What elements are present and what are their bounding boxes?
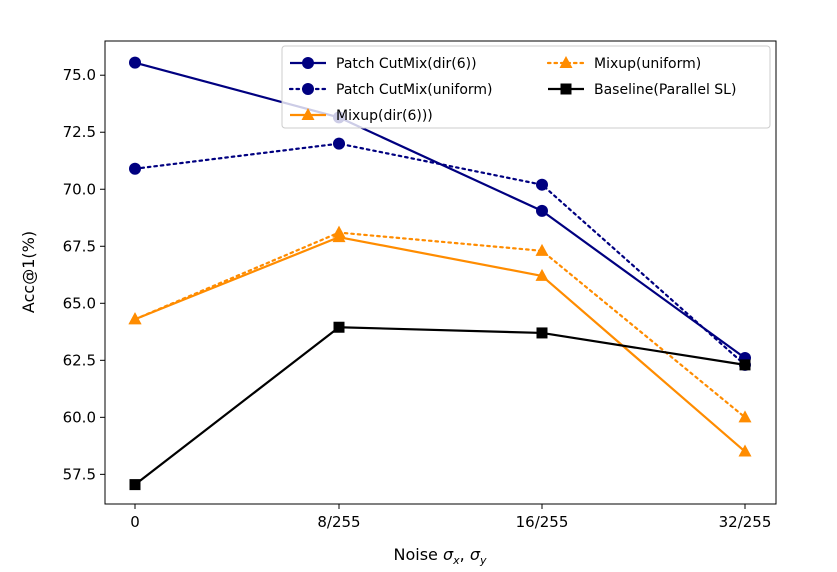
data-point bbox=[536, 204, 548, 217]
y-axis: 57.5 60.0 62.5 65.0 67.5 70.0 72.5 75.0 bbox=[63, 66, 105, 483]
legend-label: Patch CutMix(dir(6)) bbox=[336, 56, 477, 72]
x-label-sub-2: y bbox=[479, 554, 487, 567]
x-label-sep: , bbox=[460, 545, 470, 564]
y-axis-label: Acc@1(%) bbox=[19, 231, 38, 313]
plot-frame bbox=[104, 40, 777, 505]
legend-marker bbox=[302, 83, 314, 95]
series-mixup-uniform bbox=[128, 225, 752, 423]
legend: Patch CutMix(dir(6)) Patch CutMix(uniform… bbox=[281, 45, 771, 129]
x-axis-label: Noise σx, σy bbox=[394, 545, 487, 567]
legend-box bbox=[281, 45, 771, 129]
data-point bbox=[536, 178, 548, 191]
legend-item-baseline-parallel-sl: Baseline(Parallel SL) bbox=[548, 82, 736, 98]
x-label-sigma-1: σ bbox=[443, 545, 454, 564]
legend-items: Patch CutMix(dir(6)) Patch CutMix(uniform… bbox=[288, 56, 736, 124]
data-point bbox=[128, 312, 142, 325]
y-tick-label: 62.5 bbox=[63, 351, 96, 369]
series-baseline-parallel-sl bbox=[129, 321, 751, 491]
legend-label: Patch CutMix(uniform) bbox=[336, 82, 493, 98]
data-point bbox=[535, 243, 549, 256]
data-point bbox=[738, 410, 752, 423]
x-tick-label: 8/255 bbox=[317, 513, 360, 531]
x-label-sigma-2: σ bbox=[470, 545, 481, 564]
x-tick-label: 0 bbox=[130, 513, 140, 531]
x-tick-label: 16/255 bbox=[516, 513, 569, 531]
data-point bbox=[333, 321, 345, 333]
y-tick-label: 72.5 bbox=[63, 123, 96, 141]
data-point bbox=[738, 444, 752, 457]
data-point bbox=[332, 225, 346, 238]
legend-item-mixup-dir-6: Mixup(dir(6))) bbox=[290, 108, 433, 124]
legend-marker bbox=[302, 57, 314, 69]
series-line bbox=[134, 326, 746, 486]
legend-item-patch-cutmix-dir-6: Patch CutMix(dir(6)) bbox=[290, 56, 477, 72]
legend-label: Mixup(uniform) bbox=[594, 56, 701, 72]
y-tick-label: 57.5 bbox=[63, 465, 96, 483]
data-point bbox=[333, 137, 345, 150]
legend-marker bbox=[559, 56, 573, 68]
data-point bbox=[129, 479, 141, 491]
y-tick-label: 60.0 bbox=[63, 408, 96, 426]
series-layer bbox=[128, 56, 752, 491]
series-line bbox=[133, 231, 747, 419]
x-label-sub-1: x bbox=[452, 554, 460, 567]
data-point bbox=[536, 327, 548, 339]
series-line bbox=[133, 142, 747, 366]
legend-item-patch-cutmix-uniform: Patch CutMix(uniform) bbox=[288, 82, 493, 98]
series-line bbox=[134, 236, 746, 453]
legend-item-mixup-uniform: Mixup(uniform) bbox=[546, 56, 701, 72]
y-tick-label: 75.0 bbox=[63, 66, 96, 84]
x-label-prefix: Noise bbox=[394, 545, 443, 564]
y-tick-label: 70.0 bbox=[63, 180, 96, 198]
data-point bbox=[535, 268, 549, 281]
data-point bbox=[129, 56, 141, 69]
x-tick-label: 32/255 bbox=[719, 513, 772, 531]
data-point bbox=[739, 359, 751, 371]
legend-marker bbox=[301, 108, 315, 120]
legend-label: Baseline(Parallel SL) bbox=[594, 82, 736, 98]
y-tick-label: 65.0 bbox=[63, 294, 96, 312]
y-tick-label: 67.5 bbox=[63, 237, 96, 255]
x-axis: 0 8/255 16/255 32/255 bbox=[130, 504, 771, 531]
legend-label: Mixup(dir(6))) bbox=[336, 108, 433, 124]
data-point bbox=[129, 162, 141, 175]
legend-marker bbox=[560, 83, 572, 95]
